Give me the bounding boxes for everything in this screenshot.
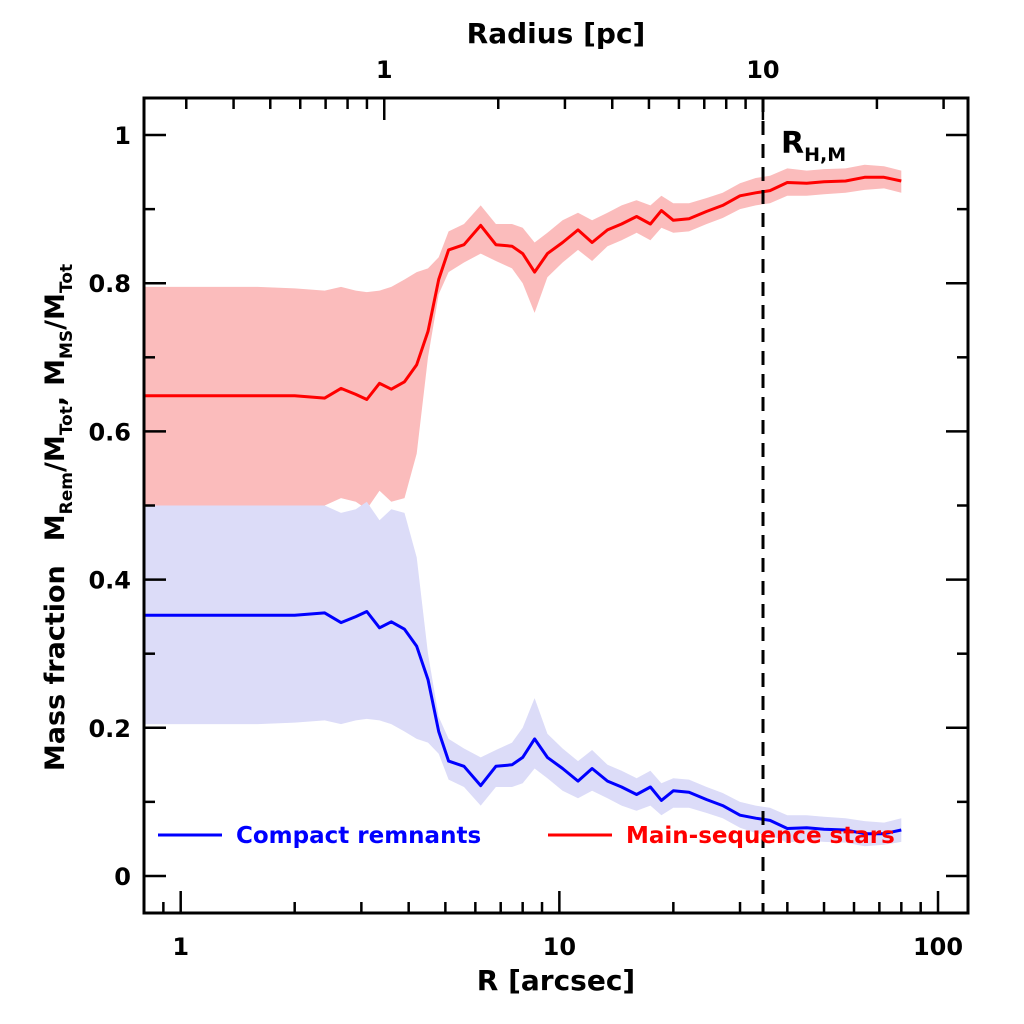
- x-tick-label: 10: [543, 933, 576, 961]
- y-tick-label: 0.6: [88, 418, 131, 446]
- axis-ticks: [142, 98, 968, 913]
- band-main-sequence: [144, 164, 902, 510]
- series-lines: [144, 175, 902, 836]
- y-tick-label: 0.4: [88, 567, 131, 595]
- half-mass-radius-label: RH,M: [781, 126, 846, 166]
- legend: Compact remnants Main-sequence stars: [158, 823, 895, 849]
- x-axis-title: R [arcsec]: [477, 964, 635, 997]
- top-tick-label: 10: [746, 56, 779, 84]
- y-tick-label: 0: [114, 863, 131, 891]
- legend-label: Compact remnants: [236, 823, 481, 849]
- x-tick-label: 1: [172, 933, 189, 961]
- confidence-bands: [144, 164, 902, 847]
- x-tick-label: 100: [913, 933, 963, 961]
- top-tick-label: 1: [376, 56, 393, 84]
- legend-label: Main-sequence stars: [626, 823, 895, 849]
- line-main-sequence: [144, 175, 902, 401]
- top-axis-title: Radius [pc]: [467, 17, 646, 50]
- y-tick-label: 0.2: [88, 715, 131, 743]
- y-tick-label: 1: [114, 122, 131, 150]
- y-axis-title: Mass fractionMRem/MTot,MMS/MTot: [40, 264, 77, 771]
- band-remnants: [144, 501, 902, 847]
- line-remnants: [144, 610, 902, 836]
- y-tick-label: 0.8: [88, 270, 131, 298]
